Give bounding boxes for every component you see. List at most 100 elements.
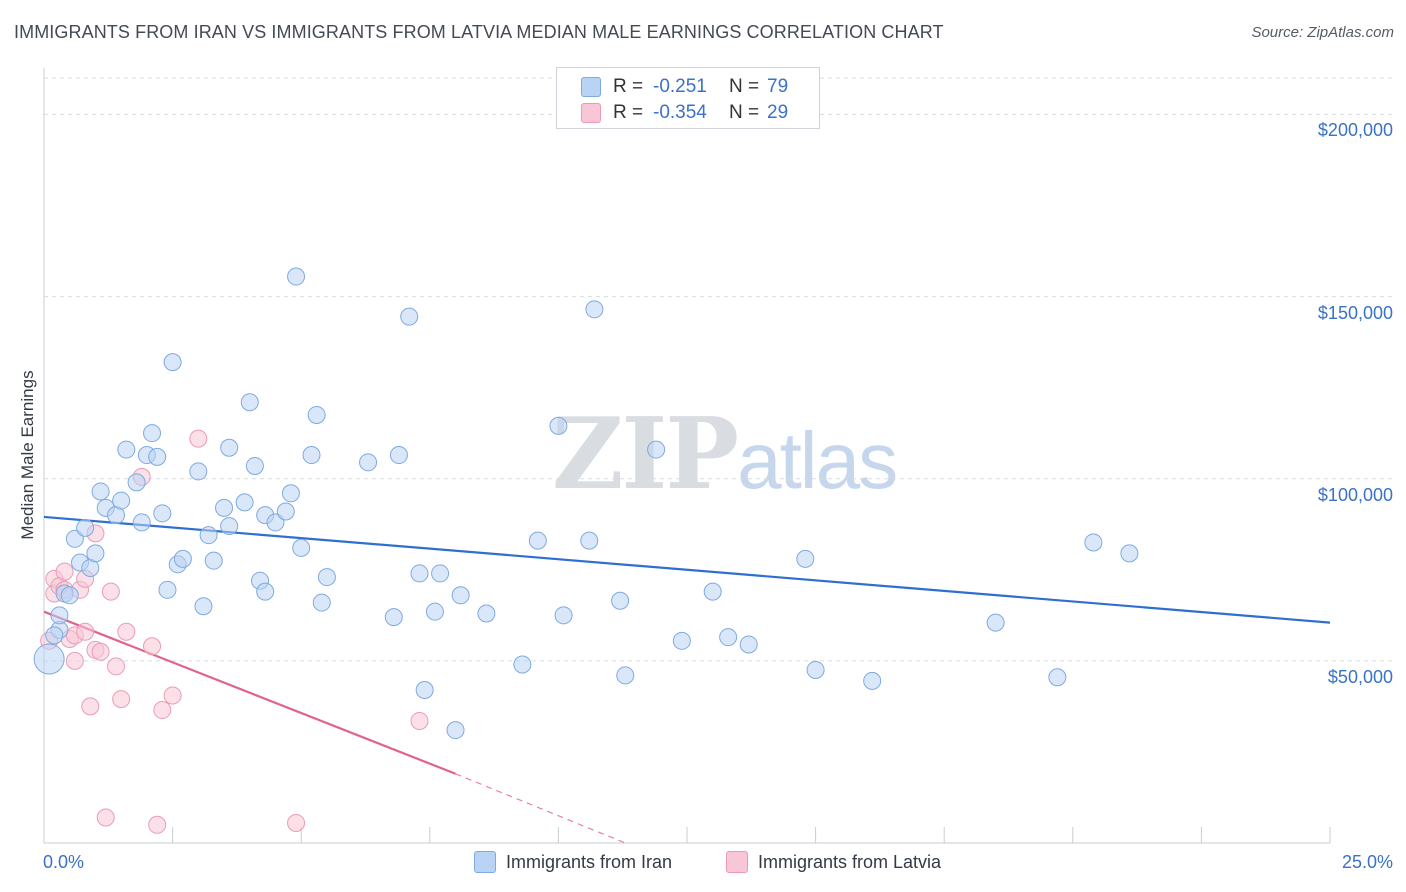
latvia-point-7 (65, 651, 84, 670)
iran-trend-line (43, 515, 1331, 624)
iran-point-20 (153, 504, 172, 523)
latvia-trend-extension (455, 773, 626, 844)
iran-point-51 (410, 564, 429, 583)
latvia-point-25 (163, 686, 182, 705)
y-tick-label-3: $200,000 (1317, 120, 1393, 141)
latvia-r-label: R = (613, 102, 644, 123)
latvia-point-26 (189, 429, 208, 448)
iran-point-15 (127, 473, 146, 492)
latvia-point-16 (96, 808, 115, 827)
iran-point-50 (400, 307, 419, 326)
iran-point-28 (204, 551, 223, 570)
iran-point-74 (986, 613, 1005, 632)
x-tick-max: 25.0% (1341, 852, 1393, 872)
latvia-point-4 (55, 562, 74, 581)
iran-point-69 (719, 628, 738, 647)
iran-n-value: 79 (767, 76, 789, 97)
latvia-point-27 (287, 813, 306, 832)
iran-point-4 (60, 586, 79, 605)
iran-point-53 (425, 602, 444, 621)
iran-point-56 (451, 586, 470, 605)
bottom-latvia-swatch (726, 851, 748, 873)
bottom-legend-iran: Immigrants from Iran (474, 851, 672, 873)
latvia-n-value: 29 (767, 102, 789, 123)
iran-point-57 (477, 604, 496, 623)
legend-row-iran: R = -0.251 N = 79 (581, 75, 788, 99)
iran-point-41 (287, 267, 306, 286)
grid-layer (43, 68, 1393, 844)
iran-point-72 (806, 660, 825, 679)
iran-point-38 (266, 513, 285, 532)
zipatlas-watermark: ZIPatlas (552, 405, 898, 505)
watermark-atlas: atlas (737, 416, 898, 505)
iran-r-value: -0.251 (653, 76, 707, 97)
iran-point-62 (580, 531, 599, 550)
iran-point-78 (45, 626, 64, 645)
iran-point-32 (235, 493, 254, 512)
iran-point-68 (703, 582, 722, 601)
y-tick-label-2: $150,000 (1317, 302, 1393, 323)
iran-point-76 (1084, 533, 1103, 552)
iran-point-30 (220, 438, 239, 457)
iran-point-large (33, 643, 65, 675)
latvia-point-15 (91, 642, 110, 661)
latvia-r-value: -0.354 (653, 102, 707, 123)
iran-point-25 (189, 462, 208, 481)
iran-point-24 (173, 549, 192, 568)
iran-point-31 (220, 517, 239, 536)
iran-point-44 (307, 405, 326, 424)
latvia-point-19 (112, 690, 131, 709)
latvia-point-18 (107, 657, 126, 676)
stats-legend: R = -0.251 N = 79 R = -0.354 N = 29 (556, 67, 820, 129)
iran-point-5 (65, 529, 84, 548)
iran-point-64 (611, 591, 630, 610)
y-tick-label-1: $100,000 (1317, 484, 1393, 505)
iran-point-48 (384, 608, 403, 627)
iran-point-45 (312, 593, 331, 612)
iran-point-13 (112, 491, 131, 510)
latvia-point-24 (153, 701, 172, 720)
iran-point-42 (292, 538, 311, 557)
iran-point-47 (359, 453, 378, 472)
x-tick-min: 0.0% (43, 852, 85, 872)
iran-point-18 (143, 424, 162, 443)
iran-point-52 (415, 681, 434, 699)
iran-point-26 (194, 597, 213, 616)
iran-point-29 (215, 498, 234, 517)
iran-point-33 (240, 393, 259, 412)
iran-swatch (581, 77, 601, 97)
source-credit: Source: ZipAtlas.com (1251, 24, 1394, 41)
iran-point-60 (549, 416, 568, 435)
iran-point-70 (739, 635, 758, 654)
legend-row-latvia: R = -0.354 N = 29 (581, 101, 788, 125)
iran-point-14 (117, 440, 136, 459)
latvia-point-22 (143, 637, 162, 656)
iran-point-27 (199, 526, 218, 545)
iran-point-22 (163, 353, 182, 372)
iran-point-16 (132, 513, 151, 532)
bottom-iran-label: Immigrants from Iran (506, 851, 673, 872)
iran-n-label: N = (729, 76, 760, 97)
iran-point-40 (281, 484, 300, 503)
bottom-latvia-label: Immigrants from Latvia (758, 851, 942, 872)
chart-title: IMMIGRANTS FROM IRAN VS IMMIGRANTS FROM … (14, 22, 944, 42)
iran-r-label: R = (613, 76, 644, 97)
iran-point-46 (317, 568, 336, 587)
iran-point-77 (1120, 544, 1139, 563)
iran-point-2 (50, 606, 69, 625)
iran-point-75 (1048, 668, 1067, 687)
iran-point-65 (616, 666, 635, 685)
iran-point-58 (513, 655, 532, 674)
trend-layer (43, 515, 1331, 844)
iran-point-73 (863, 671, 882, 690)
latvia-point-23 (148, 815, 167, 834)
iran-point-34 (245, 456, 264, 475)
iran-point-63 (585, 300, 604, 319)
iran-point-9 (86, 544, 105, 563)
latvia-point-12 (81, 697, 100, 716)
bottom-legend-latvia: Immigrants from Latvia (726, 851, 941, 873)
latvia-point-20 (117, 622, 136, 641)
iran-point-37 (256, 582, 275, 601)
iran-point-71 (796, 549, 815, 568)
